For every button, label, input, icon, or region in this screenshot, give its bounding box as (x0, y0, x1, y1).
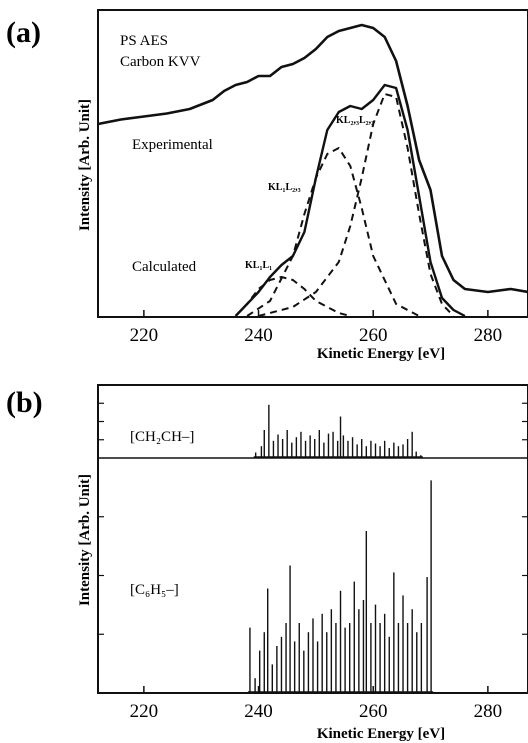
panel-a-x-tick-label: 280 (474, 325, 503, 346)
panel-b-label: (b) (6, 386, 43, 419)
panel-a-x-ticks: 220 240 260 280 (130, 310, 502, 346)
panel-b-x-axis-label: Kinetic Energy [eV] (317, 726, 445, 742)
series-line-1 (234, 83, 466, 318)
panel-b-x-tick-label: 280 (474, 701, 503, 722)
panel-a-title-line-1: PS AES (120, 33, 168, 49)
panel-a-title-line-2: Carbon KVV (120, 54, 201, 70)
peak-label-kl23l23: KL₂,₃L₂,₃ (336, 115, 374, 126)
panel-a: 220 240 260 280 PS AES Carbon KVV Experimen… (77, 9, 528, 362)
panel-b-x-tick-label: 260 (359, 701, 388, 722)
panel-a-frame (97, 9, 528, 318)
subplot-label-ch2ch: [CH₂CH–] (130, 429, 194, 445)
series-line-2 (234, 276, 351, 317)
peak-label-kl1l1: KL₁L₁ (245, 260, 272, 271)
subplot-label-c6h5: [C₆H₅–] (130, 582, 179, 598)
panel-b-x-tick-label: 240 (244, 701, 273, 722)
panel-a-label: (a) (6, 16, 41, 49)
series-line-4 (258, 93, 455, 317)
panel-b: 220 240 260 280 [CH₂CH–] [C₆H₅–] Kinetic En… (77, 384, 528, 742)
panel-a-x-tick-label: 240 (244, 325, 273, 346)
panel-a-x-axis-label: Kinetic Energy [eV] (317, 346, 445, 362)
peak-label-kl1l23: KL₁L₂,₃ (268, 182, 301, 193)
series-line-3 (246, 147, 420, 317)
calculated-label: Calculated (132, 259, 197, 275)
panel-a-x-tick-label: 260 (359, 325, 388, 346)
series-line-0 (97, 23, 528, 294)
panel-a-series (97, 23, 528, 318)
panel-b-x-tick-label: 220 (130, 701, 159, 722)
panel-b-bars (247, 404, 434, 693)
panel-a-y-axis-label: Intensity [Arb. Unit] (77, 99, 93, 231)
panel-a-x-tick-label: 220 (130, 325, 159, 346)
panel-b-ticks: 220 240 260 280 (98, 402, 528, 722)
panel-b-y-axis-label: Intensity [Arb. Unit] (77, 474, 93, 606)
panel-b-frame (97, 384, 528, 694)
experimental-label: Experimental (132, 137, 213, 153)
